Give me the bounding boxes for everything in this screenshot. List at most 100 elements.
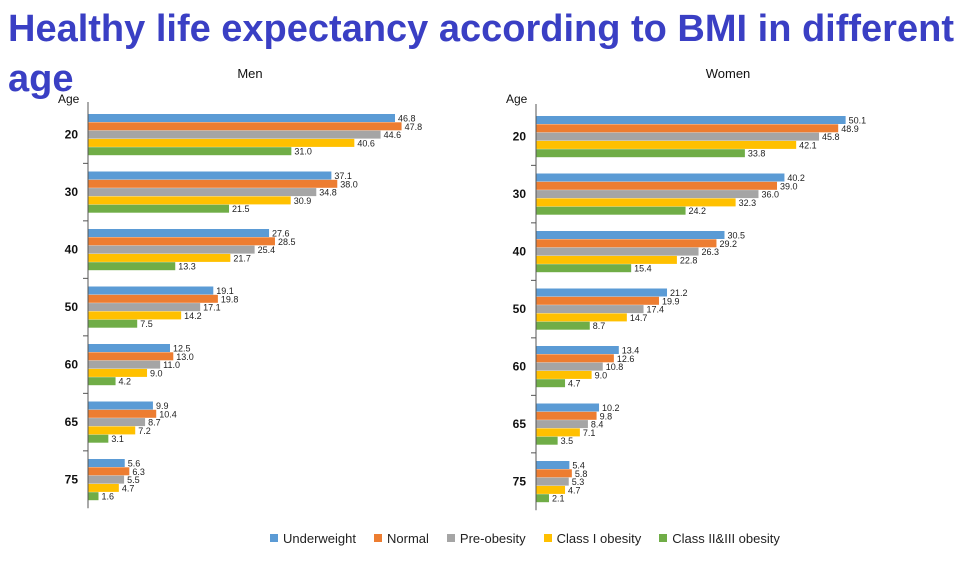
women-bar (536, 247, 699, 256)
women-bar (536, 477, 569, 486)
men-bar (88, 492, 99, 501)
men-bar (88, 188, 317, 197)
women-data-label: 22.8 (680, 255, 698, 265)
men-data-label: 9.9 (156, 401, 169, 411)
men-data-label: 21.7 (233, 253, 251, 263)
women-bar (536, 173, 785, 182)
men-data-label: 46.8 (398, 114, 416, 124)
men-bar (88, 253, 231, 262)
women-data-label: 30.5 (727, 231, 745, 241)
women-bar (536, 370, 592, 379)
men-data-label: 7.2 (138, 426, 151, 436)
men-bar (88, 130, 381, 139)
legend-swatch-class-1-obesity (543, 534, 552, 542)
women-data-label: 39.0 (780, 181, 798, 191)
women-data-label: 19.9 (662, 296, 680, 306)
men-age-label: 20 (65, 128, 79, 142)
men-data-label: 17.1 (203, 303, 221, 313)
women-bar (536, 264, 632, 273)
legend-swatch-normal (374, 534, 382, 542)
men-bar (88, 147, 292, 156)
women-data-label: 4.7 (568, 485, 581, 495)
women-data-label: 10.2 (602, 403, 620, 413)
men-data-label: 12.5 (173, 344, 191, 354)
women-chart-title: Women (706, 66, 751, 81)
women-data-label: 33.8 (748, 149, 766, 159)
women-data-label: 3.5 (561, 436, 574, 446)
women-data-label: 45.8 (822, 132, 840, 142)
men-bar (88, 204, 230, 213)
legend-item-underweight: Underweight (270, 531, 356, 546)
men-data-label: 13.0 (176, 352, 194, 362)
women-age-label: 20 (513, 130, 527, 144)
men-data-label: 47.8 (405, 122, 423, 132)
women-bar (536, 411, 597, 420)
men-bar (88, 122, 402, 131)
men-data-label: 31.0 (294, 147, 312, 157)
women-bar (536, 149, 745, 158)
men-data-label: 34.8 (319, 188, 337, 198)
women-data-label: 7.1 (583, 428, 596, 438)
women-bar (536, 346, 619, 354)
men-data-label: 6.3 (132, 467, 145, 477)
men-bar (88, 377, 116, 386)
men-chart-title: Men (237, 66, 262, 81)
men-age-label: 40 (65, 243, 79, 257)
men-age-label: 30 (65, 185, 79, 199)
women-bar (536, 436, 558, 445)
women-data-label: 14.7 (630, 313, 648, 323)
women-bar (536, 494, 549, 503)
legend-label: Underweight (283, 530, 356, 546)
women-bar (536, 288, 668, 297)
women-age-label: 75 (513, 475, 527, 489)
women-bar (536, 140, 797, 149)
women-bar (536, 461, 570, 469)
men-data-label: 44.6 (384, 130, 402, 140)
legend-label: Class II&III obesity (672, 530, 780, 546)
legend-swatch-pre-obesity (446, 534, 455, 542)
men-bar (88, 368, 148, 377)
women-data-label: 5.8 (575, 469, 588, 479)
men-bar (88, 114, 396, 122)
women-bar (536, 469, 572, 478)
men-data-label: 25.4 (258, 245, 276, 255)
men-data-label: 3.1 (111, 434, 124, 444)
men-bar (88, 245, 255, 254)
legend-label: Normal (387, 530, 429, 546)
women-data-label: 26.3 (702, 247, 720, 257)
men-data-label: 28.5 (278, 237, 296, 247)
men-data-label: 4.7 (122, 483, 135, 493)
men-bar (88, 467, 130, 476)
women-data-label: 12.6 (617, 354, 635, 364)
men-bar (88, 401, 153, 410)
women-data-label: 2.1 (552, 494, 565, 504)
men-y-axis-title: Age (58, 92, 80, 106)
women-bar (536, 231, 725, 239)
women-bar (536, 305, 644, 314)
women-data-label: 40.2 (787, 173, 805, 183)
men-bar (88, 352, 174, 361)
men-data-label: 19.1 (216, 286, 234, 296)
women-data-label: 17.4 (647, 305, 665, 315)
men-data-label: 7.5 (140, 319, 153, 329)
legend-item-pre-obesity: Pre-obesity (446, 531, 526, 546)
men-bar (88, 434, 109, 443)
men-bar (88, 196, 291, 205)
men-bar (88, 229, 270, 237)
legend-item-class-1-obesity: Class I obesity (543, 531, 641, 546)
women-bar (536, 354, 614, 363)
men-age-label: 60 (65, 358, 79, 372)
women-data-label: 36.0 (761, 190, 779, 200)
women-bar (536, 198, 736, 207)
men-data-label: 9.0 (150, 368, 163, 378)
legend-item-class-2-3-obesity: Class II&III obesity (659, 531, 780, 546)
men-data-label: 5.5 (127, 475, 140, 485)
women-data-label: 8.7 (593, 321, 606, 331)
women-bar (536, 181, 778, 190)
women-y-axis-title: Age (506, 92, 528, 106)
men-data-label: 14.2 (184, 311, 202, 321)
men-bar (88, 294, 218, 303)
women-data-label: 48.9 (841, 124, 859, 134)
men-data-label: 30.9 (294, 196, 312, 206)
men-bar (88, 311, 182, 320)
